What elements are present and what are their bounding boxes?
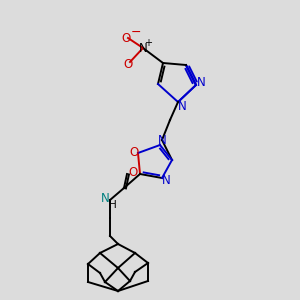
Text: O: O <box>128 166 138 178</box>
Text: N: N <box>139 41 147 55</box>
Text: +: + <box>144 38 152 48</box>
Text: N: N <box>196 76 206 88</box>
Text: N: N <box>158 134 166 146</box>
Text: H: H <box>109 200 117 210</box>
Text: N: N <box>100 191 109 205</box>
Text: O: O <box>129 146 139 160</box>
Text: N: N <box>178 100 186 112</box>
Text: N: N <box>162 175 170 188</box>
Text: O: O <box>122 32 130 44</box>
Text: −: − <box>131 26 141 38</box>
Text: O: O <box>123 58 133 70</box>
